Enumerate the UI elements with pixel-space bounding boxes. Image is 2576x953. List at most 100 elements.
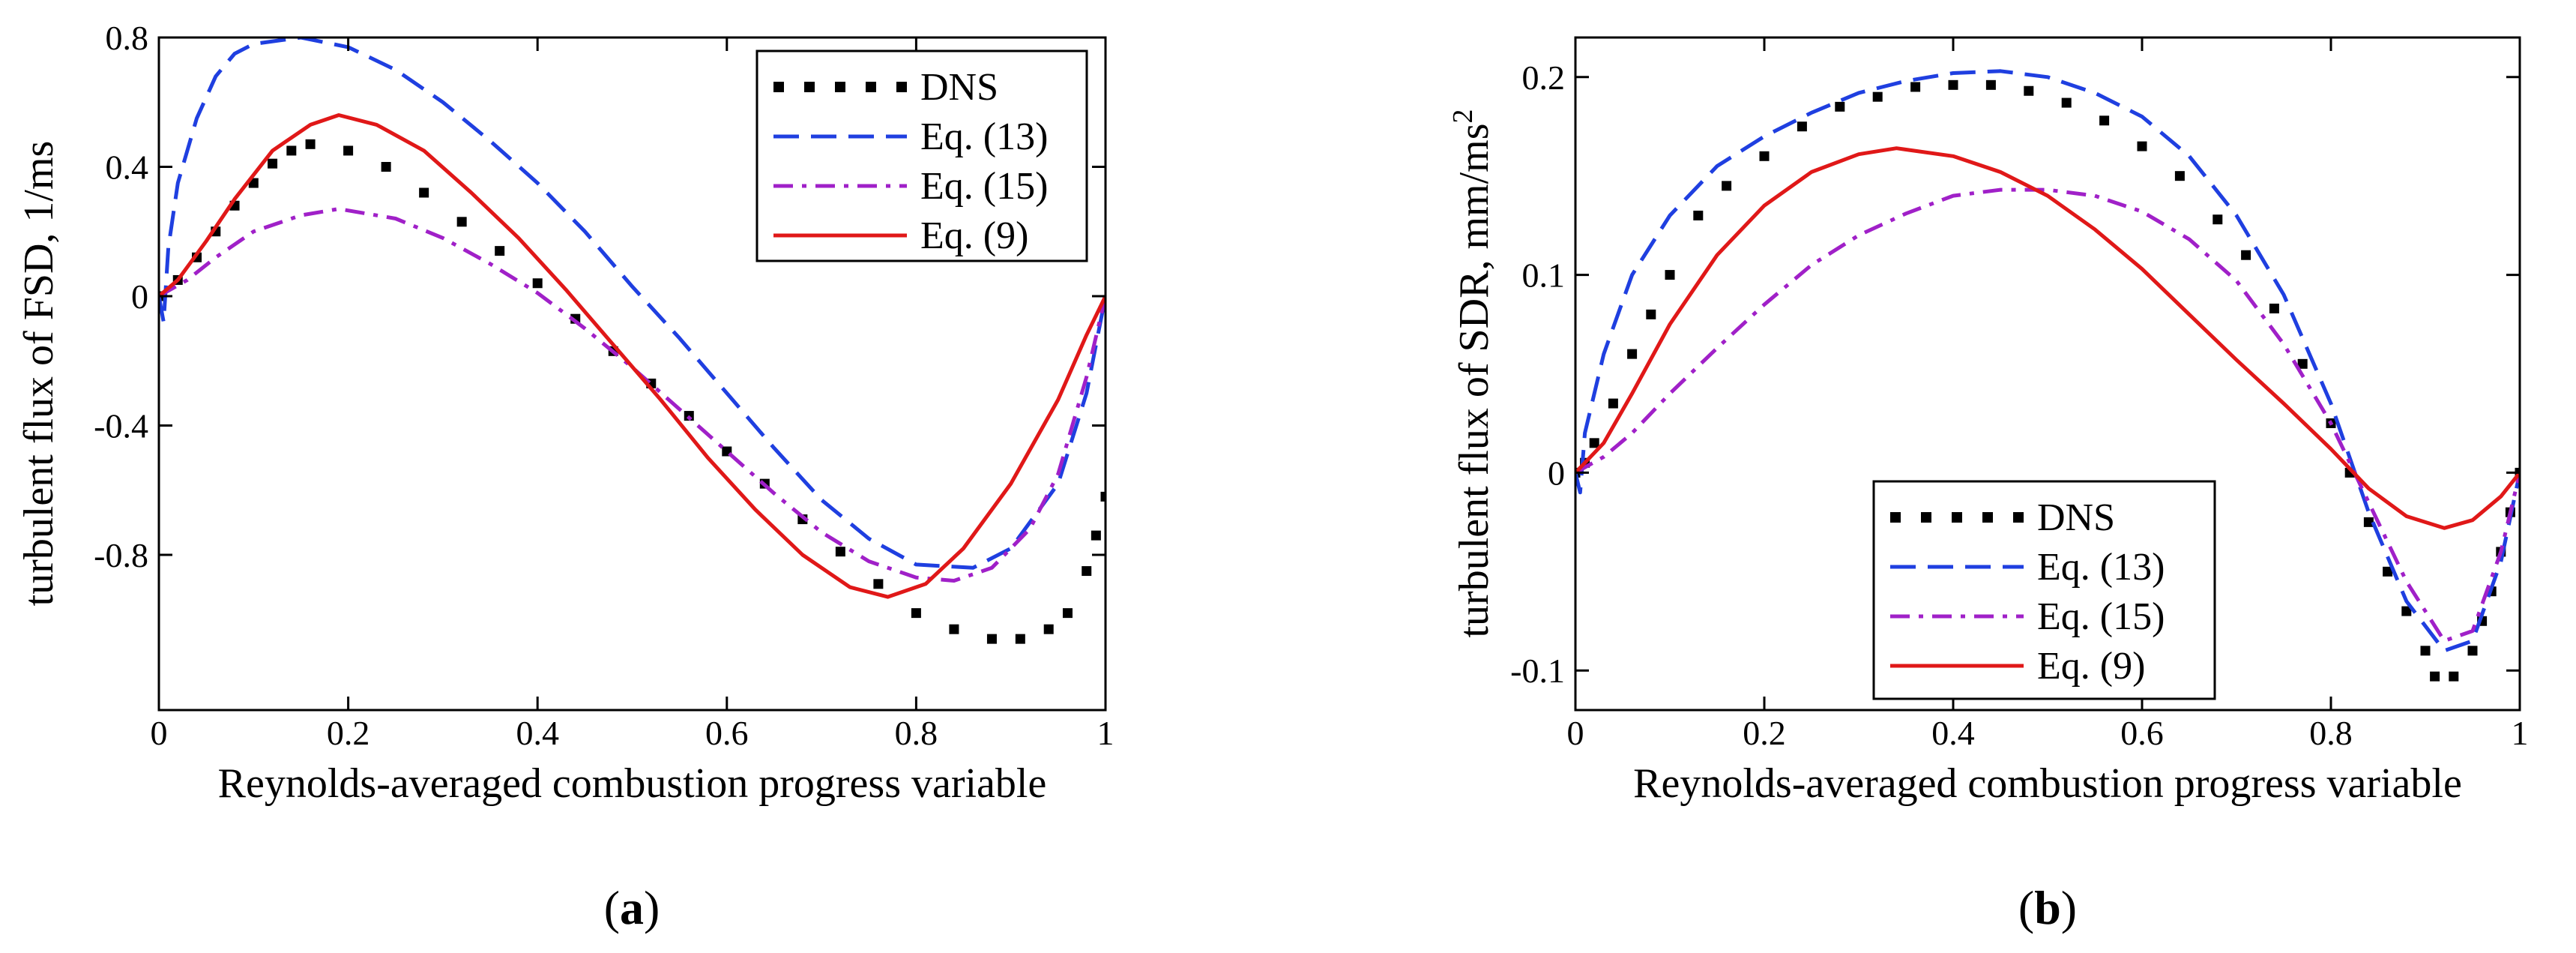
legend: DNS Eq. (13) Eq. (15) Eq. (9) [755,49,1088,262]
dns-point [1608,398,1618,409]
legend-swatch-dns [2013,512,2024,523]
dns-point [2061,97,2072,108]
legend-swatch-dns [835,82,845,92]
legend-swatch-dns [896,82,907,92]
dns-point [268,158,278,169]
dns-point [305,139,316,149]
legend-swatch-dns [804,82,815,92]
x-tick-label: 0 [151,714,168,752]
x-tick-label: 0 [1567,714,1584,752]
y-tick-label: -0.1 [1510,652,1565,690]
dns-point [1015,634,1025,644]
dns-point [2430,671,2440,682]
plot-area [159,37,1105,644]
x-tick-label: 0.2 [1743,714,1786,752]
series-line-eq-15- [1575,187,2520,643]
dns-point [532,278,543,289]
legend-swatch-dns [1952,512,1962,523]
dns-point [1759,151,1770,161]
dns-point [2420,646,2431,656]
dns-point [2297,358,2308,369]
dns-point [1693,210,1704,220]
dns-point [2449,671,2459,682]
dns-point [1062,608,1073,619]
dns-point [1627,349,1638,359]
series-line-eq-9- [159,113,1105,599]
dns-point [495,246,505,256]
dns-point [381,162,391,172]
dns-point [911,608,921,619]
legend-label: Eq. (13) [920,115,1048,158]
dns-point [1665,270,1675,280]
legend-swatch-dns [1921,512,1931,523]
legend-label: Eq. (13) [2037,546,2165,589]
dns-point [456,217,467,227]
chart-panel-a: 0 0.2 0.4 0.6 0.8 1 0.8 0.4 0 -0.4 -0.8 Reynolds-av… [16,19,1114,934]
dns-point [2137,141,2147,151]
y-axis-title: turbulent flux of SDR, mm/ms2 [1447,109,1497,638]
dns-point [1100,491,1105,502]
legend-label: Eq. (9) [2037,645,2145,688]
dns-point [1948,79,1958,90]
dns-point [2401,606,2412,616]
x-tick-label: 0.4 [1931,714,1975,752]
y-tick-label: -0.8 [94,536,148,574]
x-tick-label: 0.2 [327,714,370,752]
legend-label: Eq. (9) [920,214,1028,257]
panel-letter: b [2034,881,2061,934]
dns-point [2212,214,2223,225]
x-tick-label: 1 [2512,714,2529,752]
legend-swatch-dns [1982,512,1993,523]
x-tick-label: 0.6 [2120,714,2164,752]
dns-point [2241,250,2251,260]
dns-point [286,145,297,156]
legend-swatch-dns [866,82,876,92]
x-tick-label: 0.6 [705,714,749,752]
plot-area [1575,69,2520,682]
dns-point [1082,566,1092,577]
dns-point [2099,115,2110,126]
series-line-eq-9- [1575,146,2520,530]
legend-swatch-dns [773,82,784,92]
x-tick-label: 0.8 [2309,714,2353,752]
dns-point [835,547,845,557]
x-axis-title: Reynolds-averaged combustion progress va… [1633,760,2462,807]
x-tick-label: 0.4 [516,714,559,752]
dns-point [1589,438,1599,448]
dns-point [2363,517,2374,527]
x-axis-title: Reynolds-averaged combustion progress va… [218,760,1047,807]
dns-point [419,187,429,198]
axes-frame [157,36,1107,712]
dns-point [949,624,959,634]
dns-point [1985,79,1996,90]
dns-point [1091,530,1101,541]
y-tick-label: 0 [1548,454,1565,492]
legend-label: Eq. (15) [920,165,1048,208]
dns-point [1910,82,1921,92]
x-tick-label: 0.8 [895,714,938,752]
y-tick-label: 0.4 [106,148,149,187]
dns-point [2024,85,2034,96]
y-axis-title-superscript: 2 [1447,109,1479,124]
y-tick-label: 0.2 [1522,58,1566,97]
dns-point [2174,171,2185,181]
dns-point [1872,91,1883,102]
dns-point [1043,624,1054,634]
dns-point [2383,566,2393,577]
legend-swatch-dns [1890,512,1901,523]
y-tick-label: 0.1 [1522,256,1566,295]
dns-point [1646,309,1656,319]
dns-point [1797,121,1807,132]
series-line-eq-15- [159,207,1105,583]
chart-panel-b: 0 0.2 0.4 0.6 0.8 10.20.10-0.1Reynolds-averag… [1447,36,2529,934]
panel-label: (a) [604,881,660,934]
legend-label: DNS [2037,496,2115,539]
dns-point [1722,181,1732,191]
legend-label: DNS [920,66,998,109]
dns-point [986,634,997,644]
dns-point [2467,646,2478,656]
dns-point [343,145,354,156]
dns-point [2269,303,2279,313]
panel-letter: a [620,881,644,934]
